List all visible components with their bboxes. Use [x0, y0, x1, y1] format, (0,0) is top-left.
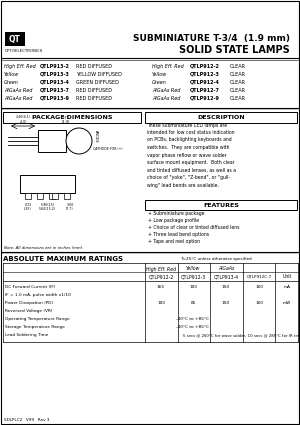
Text: + Subminiature package: + Subminiature package — [148, 210, 205, 215]
Text: Lead Soldering Time: Lead Soldering Time — [5, 333, 48, 337]
Text: DESCRIPTION: DESCRIPTION — [197, 115, 245, 120]
Text: on PCBs, backlighting keyboards and: on PCBs, backlighting keyboards and — [147, 138, 232, 142]
Text: QTLP912C-7: QTLP912C-7 — [246, 275, 272, 279]
Text: High Eff. Red: High Eff. Red — [4, 63, 36, 68]
Text: QTLP912-3: QTLP912-3 — [180, 275, 206, 280]
Text: choice of "yoke", "Z-bend", or "gull-: choice of "yoke", "Z-bend", or "gull- — [147, 175, 230, 180]
Text: -40°C to +85°C: -40°C to +85°C — [176, 325, 209, 329]
Bar — [5, 32, 25, 46]
Text: QT: QT — [9, 34, 21, 43]
Text: -40°C to +85°C: -40°C to +85°C — [176, 317, 209, 321]
Text: wing" lead bends are available.: wing" lead bends are available. — [147, 182, 219, 187]
Text: OPTOELECTRONICS: OPTOELECTRONICS — [5, 49, 43, 53]
Text: + Tape and reel option: + Tape and reel option — [148, 238, 200, 244]
Text: QTLP913-9: QTLP913-9 — [40, 96, 70, 100]
Text: AlGaAs: AlGaAs — [218, 266, 234, 272]
Text: mW: mW — [283, 301, 291, 305]
Text: IF = 1.0 mA, pulse width x1/10: IF = 1.0 mA, pulse width x1/10 — [5, 293, 71, 297]
Text: AlGaAs Red: AlGaAs Red — [4, 96, 32, 100]
Bar — [37, 193, 43, 199]
Text: ANODE: ANODE — [94, 130, 98, 142]
Text: QTLP913-3: QTLP913-3 — [40, 71, 70, 76]
Text: CLEAR: CLEAR — [230, 71, 246, 76]
Bar — [38, 130, 66, 152]
Text: Yellow: Yellow — [186, 266, 200, 272]
Text: QTLP913-4: QTLP913-4 — [40, 79, 70, 85]
Text: RED DIFFUSED: RED DIFFUSED — [76, 63, 112, 68]
Text: .590(15)
.560(15.2): .590(15) .560(15.2) — [39, 203, 56, 211]
Text: + Low package profile: + Low package profile — [148, 218, 199, 223]
Text: Reversed Voltage (VR): Reversed Voltage (VR) — [5, 309, 52, 313]
Bar — [145, 200, 297, 210]
Text: Green: Green — [4, 79, 19, 85]
Text: YELLOW DIFFUSED: YELLOW DIFFUSED — [76, 71, 122, 76]
Text: 165: 165 — [157, 285, 165, 289]
Text: 5 secs @ 260°C for wave solder, 10 secs @ 285°C for IR reflow: 5 secs @ 260°C for wave solder, 10 secs … — [183, 333, 300, 337]
Text: Yellow: Yellow — [152, 71, 167, 76]
Text: .013
(.35): .013 (.35) — [24, 203, 32, 211]
Text: FEATURES: FEATURES — [203, 202, 239, 207]
Text: AlGaAs Red: AlGaAs Red — [4, 88, 32, 93]
Text: T=25°C unless otherwise specified: T=25°C unless otherwise specified — [180, 257, 252, 261]
Bar — [3, 112, 141, 123]
Text: CLEAR: CLEAR — [230, 79, 246, 85]
Text: QTLP912-7: QTLP912-7 — [190, 88, 220, 93]
Text: intended for low cost status indication: intended for low cost status indication — [147, 130, 235, 135]
Text: 100: 100 — [255, 301, 263, 305]
Text: High Eff. Red: High Eff. Red — [146, 266, 176, 272]
Bar — [52, 193, 58, 199]
Text: vapor phase reflow or wave solder: vapor phase reflow or wave solder — [147, 153, 226, 158]
Text: High Eff. Red: High Eff. Red — [152, 63, 184, 68]
Text: QTLP913-7: QTLP913-7 — [40, 88, 70, 93]
Bar — [49, 193, 55, 199]
Text: GREEN DIFFUSED: GREEN DIFFUSED — [76, 79, 119, 85]
Text: + Choice of clear or tinted diffused lens: + Choice of clear or tinted diffused len… — [148, 224, 239, 230]
Text: PACKAGE DIMENSIONS: PACKAGE DIMENSIONS — [32, 115, 112, 120]
Text: CLEAR: CLEAR — [230, 63, 246, 68]
Circle shape — [66, 128, 92, 154]
Bar — [64, 193, 70, 199]
Text: .300
(7.7): .300 (7.7) — [66, 203, 74, 211]
Text: QTLP912-2: QTLP912-2 — [148, 275, 174, 280]
Text: CLEAR: CLEAR — [230, 96, 246, 100]
Text: 85: 85 — [190, 301, 196, 305]
Text: QTLP913-4: QTLP913-4 — [214, 275, 239, 280]
Text: QTLP912-9: QTLP912-9 — [190, 96, 220, 100]
Text: RED DIFFUSED: RED DIFFUSED — [76, 96, 112, 100]
Text: SOLID STATE LAMPS: SOLID STATE LAMPS — [179, 45, 290, 55]
Text: AlGaAs Red: AlGaAs Red — [152, 96, 180, 100]
Bar — [20, 175, 75, 193]
Text: .075
(1.9): .075 (1.9) — [62, 116, 70, 124]
Bar — [145, 112, 297, 123]
Text: Operating Temperature Range: Operating Temperature Range — [5, 317, 70, 321]
Text: 100: 100 — [189, 285, 197, 289]
Text: RED DIFFUSED: RED DIFFUSED — [76, 88, 112, 93]
Text: AlGaAs Red: AlGaAs Red — [152, 88, 180, 93]
Text: 100: 100 — [255, 285, 263, 289]
Text: .240(6.1)
.4.0): .240(6.1) .4.0) — [16, 115, 31, 124]
Text: SUBMINIATURE T-3/4  (1.9 mm): SUBMINIATURE T-3/4 (1.9 mm) — [133, 34, 290, 43]
Text: 100: 100 — [157, 301, 165, 305]
Text: QTLP912-2: QTLP912-2 — [190, 63, 220, 68]
Bar — [25, 193, 31, 199]
Text: mA: mA — [284, 285, 290, 289]
Text: and tinted diffused lenses, as well as a: and tinted diffused lenses, as well as a — [147, 167, 236, 173]
Text: ABSOLUTE MAXIMUM RATINGS: ABSOLUTE MAXIMUM RATINGS — [3, 256, 123, 262]
Text: QTLP912-3: QTLP912-3 — [190, 71, 220, 76]
Text: CLEAR: CLEAR — [230, 88, 246, 93]
Text: Yellow: Yellow — [4, 71, 19, 76]
Text: Unit: Unit — [282, 275, 292, 280]
Text: 150: 150 — [222, 301, 230, 305]
Text: SDLPLC2   V99   Rev 3: SDLPLC2 V99 Rev 3 — [4, 418, 50, 422]
Text: 150: 150 — [222, 285, 230, 289]
Text: DC Forward Current (IF): DC Forward Current (IF) — [5, 285, 55, 289]
Text: These subminiature LED lamps are: These subminiature LED lamps are — [147, 122, 227, 128]
Text: CATHODE FOR (+): CATHODE FOR (+) — [93, 147, 123, 151]
Text: QTLP912-4: QTLP912-4 — [190, 79, 220, 85]
Text: Power Dissipation (PD): Power Dissipation (PD) — [5, 301, 53, 305]
Text: switches.  They are compatible with: switches. They are compatible with — [147, 145, 230, 150]
Text: surface mount equipment.  Both clear: surface mount equipment. Both clear — [147, 160, 235, 165]
Text: QTLP913-2: QTLP913-2 — [40, 63, 70, 68]
Text: Note: All dimensions are in inches (mm).: Note: All dimensions are in inches (mm). — [4, 246, 83, 250]
Text: Green: Green — [152, 79, 167, 85]
